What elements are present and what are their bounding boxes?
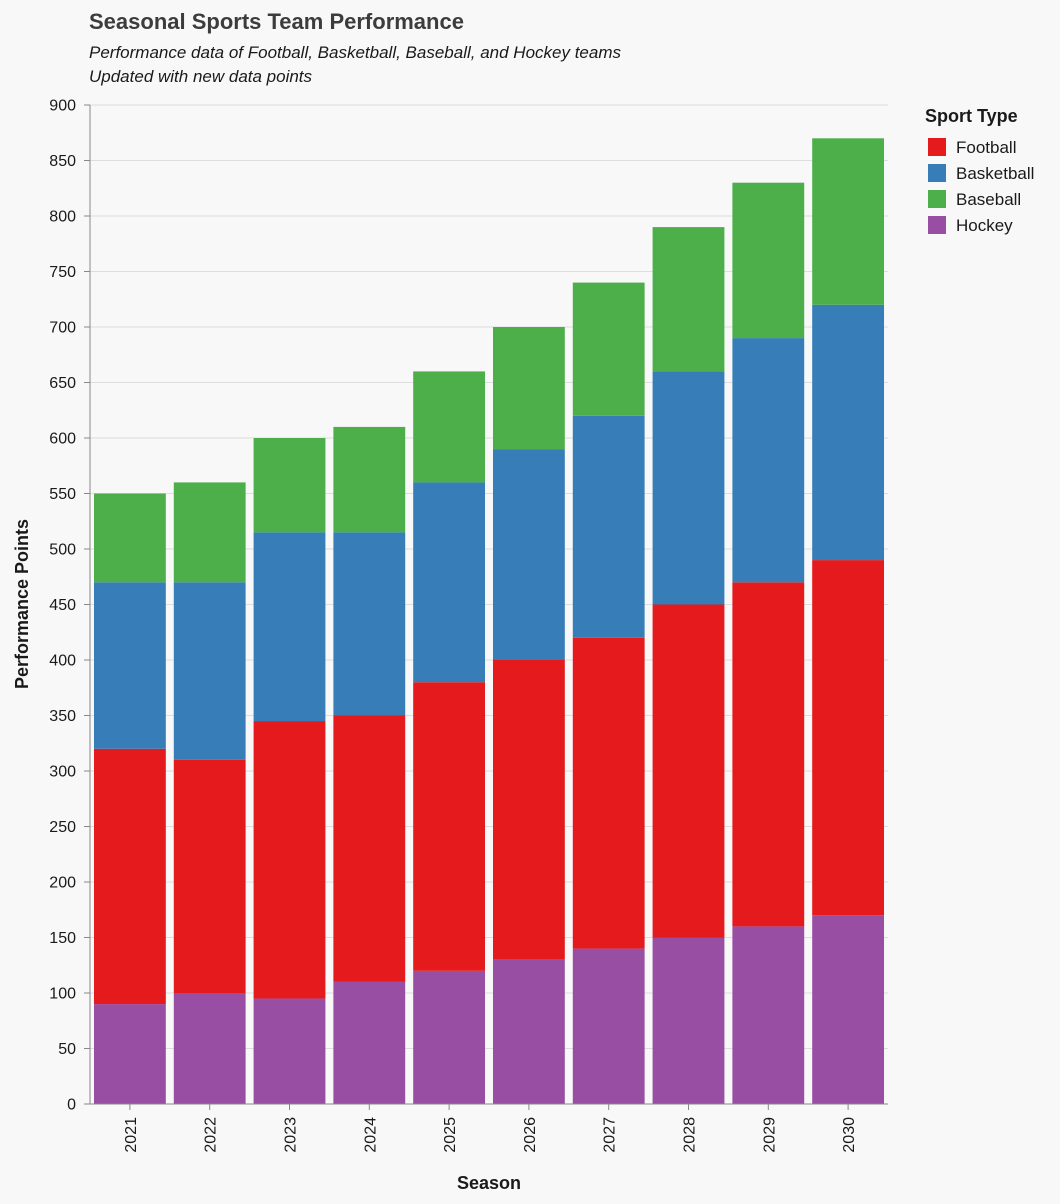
y-tick-label: 800 [49,209,76,226]
legend-swatch-hockey [928,216,946,234]
bar-football-2021 [93,748,166,1005]
legend: Sport Type Football Basketball Baseball Hoc… [925,106,1034,235]
legend-swatch-baseball [928,190,946,208]
bar-hockey-2024 [333,981,406,1104]
x-tick-label: 2027 [602,1117,619,1153]
x-axis: 2021 2022 2023 2024 2025 2026 2027 2028 2029 2030 [90,1103,888,1153]
bar-basketball-2023 [253,532,326,722]
bar-football-2028 [652,604,725,938]
y-tick-label: 600 [49,431,76,448]
x-tick-label: 2028 [682,1117,699,1153]
x-tick-label: 2029 [761,1117,778,1153]
bar-baseball-2030 [812,138,885,305]
x-tick-label: 2024 [362,1117,379,1153]
x-tick-label: 2030 [841,1117,858,1153]
bar-hockey-2025 [413,970,486,1104]
y-tick-label: 400 [49,653,76,670]
bar-hockey-2021 [93,1004,166,1104]
y-axis: 0 50 100 150 200 250 300 350 400 450 500 550 600 650 7… [49,98,91,1114]
bar-hockey-2027 [572,948,645,1104]
bar-hockey-2028 [652,937,725,1104]
bar-football-2022 [173,759,246,993]
bar-basketball-2021 [93,582,166,749]
bar-baseball-2025 [413,371,486,483]
bar-football-2024 [333,715,406,982]
x-tick-label: 2023 [283,1117,300,1153]
x-tick-label: 2021 [123,1117,140,1153]
legend-title: Sport Type [925,106,1018,126]
bar-baseball-2028 [652,227,725,372]
y-tick-label: 100 [49,986,76,1003]
bar-hockey-2029 [732,926,805,1104]
chart-subtitle-line-1: Performance data of Football, Basketball… [89,43,622,62]
bar-football-2027 [572,637,645,949]
chart-subtitle-line-2: Updated with new data points [89,67,313,86]
y-tick-label: 700 [49,320,76,337]
bar-baseball-2021 [93,493,166,583]
bar-hockey-2030 [812,915,885,1104]
y-tick-label: 350 [49,708,76,725]
bar-hockey-2022 [173,993,246,1104]
bar-football-2025 [413,682,486,971]
bar-baseball-2023 [253,438,326,533]
y-tick-label: 650 [49,375,76,392]
legend-label-hockey: Hockey [956,216,1013,235]
x-axis-title: Season [457,1173,521,1193]
bar-football-2029 [732,582,805,927]
bar-baseball-2022 [173,482,246,583]
bar-baseball-2027 [572,282,645,416]
bar-football-2030 [812,560,885,916]
bar-basketball-2025 [413,482,486,683]
y-tick-label: 500 [49,542,76,559]
bar-basketball-2030 [812,304,885,561]
bar-baseball-2029 [732,182,805,339]
y-tick-label: 0 [67,1097,76,1114]
bar-basketball-2028 [652,371,725,605]
bars [93,138,885,1104]
y-tick-label: 200 [49,875,76,892]
legend-label-basketball: Basketball [956,164,1034,183]
bar-basketball-2024 [333,532,406,716]
bar-hockey-2023 [253,998,326,1104]
x-tick-label: 2026 [522,1117,539,1153]
y-tick-label: 250 [49,819,76,836]
bar-football-2023 [253,721,326,999]
y-tick-label: 50 [58,1041,76,1058]
y-tick-label: 450 [49,597,76,614]
y-tick-label: 900 [49,98,76,115]
bar-basketball-2026 [492,449,565,660]
y-axis-title: Performance Points [12,519,32,689]
bar-baseball-2026 [492,327,565,450]
y-tick-label: 150 [49,930,76,947]
legend-label-football: Football [956,138,1016,157]
legend-swatch-basketball [928,164,946,182]
bar-hockey-2026 [492,959,565,1104]
bar-basketball-2022 [173,582,246,760]
legend-swatch-football [928,138,946,156]
bar-basketball-2029 [732,338,805,583]
y-tick-label: 550 [49,486,76,503]
y-tick-label: 750 [49,264,76,281]
y-tick-label: 850 [49,153,76,170]
x-tick-label: 2022 [203,1117,220,1153]
legend-label-baseball: Baseball [956,190,1021,209]
bar-baseball-2024 [333,426,406,533]
y-tick-label: 300 [49,764,76,781]
bar-football-2026 [492,660,565,960]
bar-basketball-2027 [572,415,645,638]
chart-title: Seasonal Sports Team Performance [89,9,464,34]
x-tick-label: 2025 [442,1117,459,1153]
